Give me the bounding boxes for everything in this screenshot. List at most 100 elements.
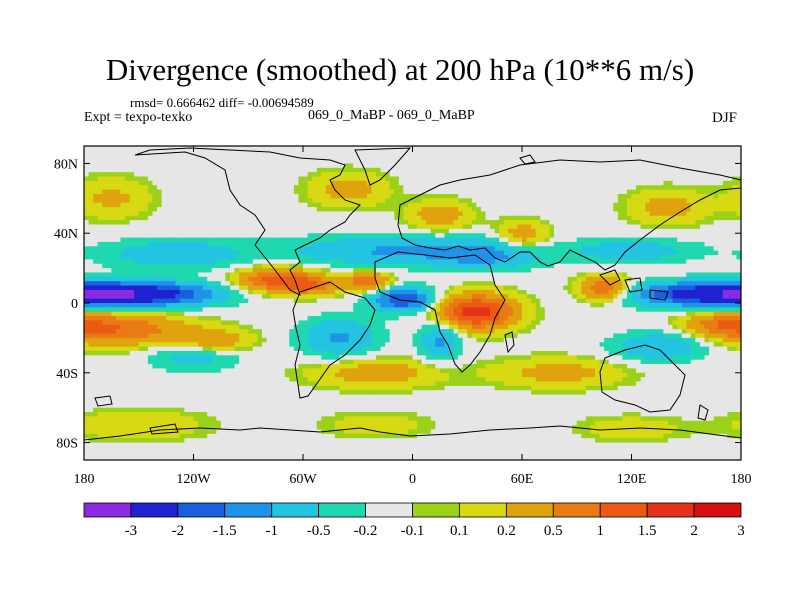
heatmap-cell [403,285,409,291]
heatmap-cell [184,154,190,160]
heatmap-cell [608,255,614,260]
heatmap-cell [143,255,149,260]
heatmap-cell [389,233,395,239]
heatmap-cell [672,198,678,204]
heatmap-cell [567,198,573,204]
heatmap-cell [421,224,427,230]
heatmap-cell [462,185,468,191]
heatmap-cell [380,233,386,239]
heatmap-cell [93,233,99,239]
heatmap-cell [718,250,724,256]
heatmap-cell [248,259,254,265]
heatmap-cell [677,189,683,195]
heatmap-cell [170,193,176,199]
heatmap-cell [230,163,236,169]
heatmap-cell [385,202,391,208]
heatmap-cell [526,163,532,169]
heatmap-cell [499,263,505,269]
heatmap-cell [188,163,195,169]
heatmap-cell [490,198,496,204]
heatmap-cell [645,255,651,260]
heatmap-cell [339,246,345,252]
heatmap-cell [458,237,464,243]
heatmap-cell [293,172,300,178]
heatmap-cell [654,250,660,256]
heatmap-cell [535,154,541,160]
heatmap-cell [490,163,496,169]
heatmap-cell [129,259,135,265]
heatmap-cell [508,167,514,173]
heatmap-cell [289,180,295,186]
heatmap-cell [143,189,149,195]
heatmap-cell [508,159,514,165]
heatmap-cell [243,263,249,269]
heatmap-cell [699,285,706,291]
heatmap-cell [508,202,514,208]
heatmap-cell [220,167,227,173]
heatmap-cell [293,198,300,204]
heatmap-cell [157,272,163,278]
heatmap-cell [558,228,564,234]
heatmap-cell [458,146,464,151]
heatmap-cell [681,259,687,265]
heatmap-cell [225,272,231,278]
heatmap-cell [334,237,341,243]
heatmap-cell [403,211,409,217]
heatmap-cell [184,255,190,260]
heatmap-cell [672,180,678,186]
heatmap-cell [129,224,135,230]
heatmap-cell [115,211,122,217]
heatmap-cell [143,180,149,186]
heatmap-cell [261,150,268,156]
heatmap-cell [125,215,131,221]
heatmap-cell [709,281,715,287]
heatmap-cell [344,215,350,221]
heatmap-cell [407,193,414,199]
heatmap-cell [736,189,741,195]
heatmap-cell [111,189,117,195]
heatmap-cell [462,163,468,169]
heatmap-cell [444,189,450,195]
heatmap-cell [604,237,610,243]
heatmap-cell [102,294,108,300]
heatmap-cell [512,193,519,199]
heatmap-cell [284,202,290,208]
heatmap-cell [234,167,240,173]
heatmap-cell [695,154,701,160]
heatmap-cell [143,159,149,165]
heatmap-cell [220,285,227,291]
heatmap-cell [695,150,701,156]
heatmap-cell [604,150,610,156]
heatmap-cell [243,150,249,156]
heatmap-cell [366,207,373,213]
heatmap-cell [380,193,386,199]
heatmap-cell [330,255,336,260]
heatmap-cell [106,193,112,199]
heatmap-cell [412,263,418,269]
heatmap-cell [198,172,204,178]
heatmap-cell [220,150,227,156]
heatmap-cell [147,294,154,300]
heatmap-cell [544,202,550,208]
heatmap-cell [645,237,651,243]
heatmap-cell [330,263,336,269]
heatmap-cell [138,159,144,165]
heatmap-cell [567,189,573,195]
heatmap-cell [704,207,710,213]
heatmap-cell [517,215,523,221]
heatmap-cell [490,202,496,208]
heatmap-cell [686,259,692,265]
heatmap-cell [143,207,149,213]
heatmap-cell [193,215,199,221]
heatmap-cell [225,250,231,256]
heatmap-cell [366,255,373,260]
heatmap-cell [490,193,496,199]
heatmap-cell [147,198,154,204]
heatmap-cell [157,289,163,295]
heatmap-cell [239,163,245,169]
heatmap-cell [695,180,701,186]
heatmap-cell [275,211,281,217]
heatmap-cell [449,159,455,165]
heatmap-cell [531,246,537,252]
heatmap-cell [572,185,578,191]
